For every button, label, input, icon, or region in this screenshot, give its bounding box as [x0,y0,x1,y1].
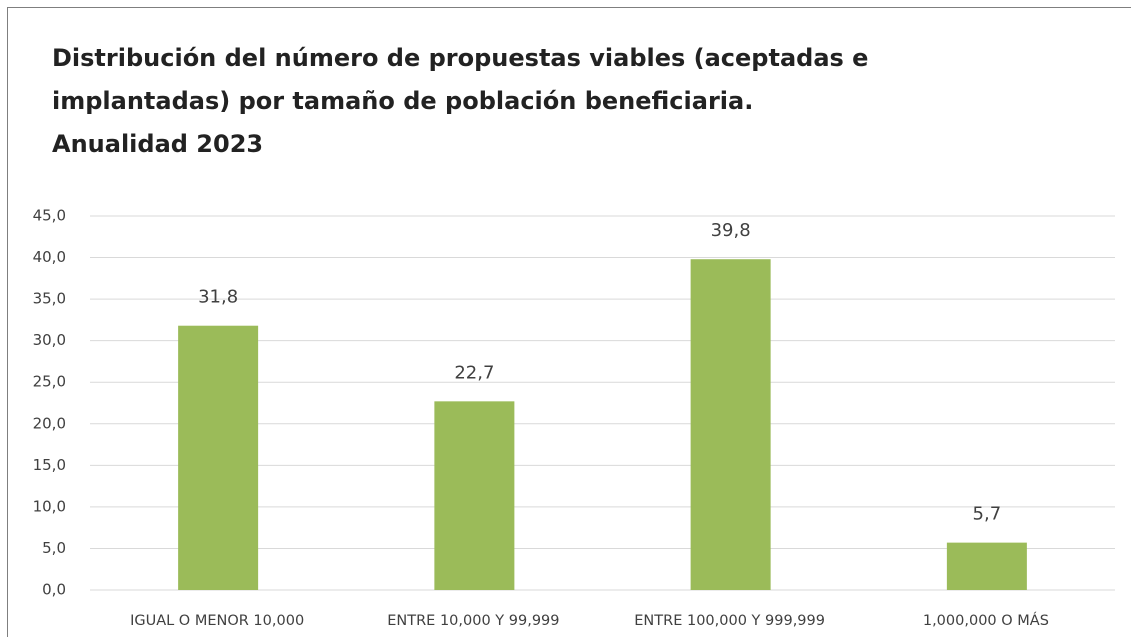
value-label: 5,7 [973,504,1002,525]
value-label: 39,8 [711,220,751,241]
bar [434,401,515,590]
x-tick-label: ENTRE 100,000 Y 999,999 [634,613,825,629]
y-tick-label: 10,0 [33,497,66,515]
x-tick-label: 1,000,000 O MÁS [923,612,1049,629]
value-label: 31,8 [198,287,238,308]
y-tick-label: 25,0 [33,373,66,391]
bar [690,259,771,590]
chart-title: Distribución del número de propuestas vi… [52,44,868,72]
bar [946,542,1027,590]
y-tick-label: 30,0 [33,331,66,349]
chart-title: Anualidad 2023 [52,130,263,158]
x-tick-label: IGUAL O MENOR 10,000 [130,613,304,629]
y-tick-label: 45,0 [33,207,66,225]
y-tick-label: 35,0 [33,290,66,308]
y-tick-label: 15,0 [33,456,66,474]
y-tick-label: 0,0 [42,581,66,599]
x-tick-label: ENTRE 10,000 Y 99,999 [387,613,559,629]
y-tick-label: 20,0 [33,414,66,432]
y-tick-label: 40,0 [33,248,66,266]
bar [178,325,259,590]
chart-title: implantadas) por tamaño de población ben… [52,87,753,115]
y-tick-label: 5,0 [42,539,66,557]
value-label: 22,7 [454,362,494,383]
